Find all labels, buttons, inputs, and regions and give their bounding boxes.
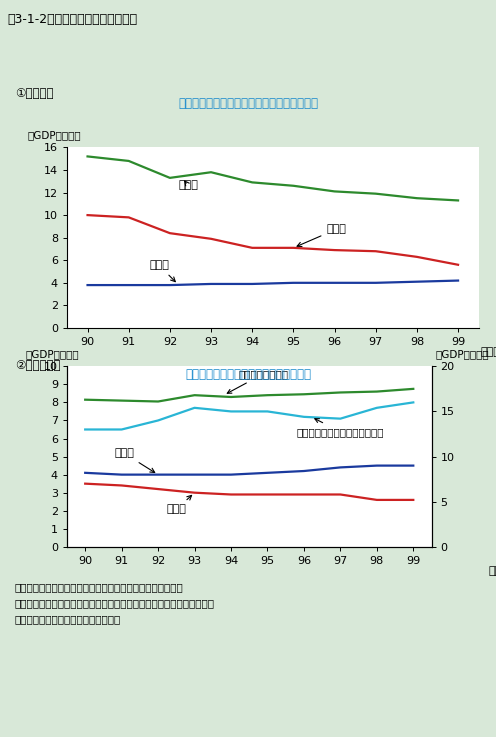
Text: ①国の収入: ①国の収入 bbox=[15, 87, 54, 100]
Text: 国庫金支出等を含む。: 国庫金支出等を含む。 bbox=[15, 615, 121, 625]
Text: ２．　国等からの移転収入は、地方交付税以外に、補助金、: ２． 国等からの移転収入は、地方交付税以外に、補助金、 bbox=[15, 598, 215, 609]
Text: （GDP比、％）: （GDP比、％） bbox=[435, 349, 489, 359]
Text: 間接税: 間接税 bbox=[149, 260, 175, 282]
Text: 直接税の落ち込みを地方交付税がカバー: 直接税の落ち込みを地方交付税がカバー bbox=[185, 368, 311, 382]
Text: （GDP比、％）: （GDP比、％） bbox=[28, 130, 81, 140]
Text: （GDP比、％）: （GDP比、％） bbox=[25, 349, 79, 359]
Text: 地方交付税等の国等からの移転: 地方交付税等の国等からの移転 bbox=[297, 419, 384, 437]
Text: 直接税: 直接税 bbox=[166, 495, 191, 514]
Text: ②地方の収入: ②地方の収入 bbox=[15, 359, 61, 372]
Text: 直接税: 直接税 bbox=[297, 224, 346, 246]
Text: 収入計: 収入計 bbox=[178, 181, 198, 190]
Text: 大幅に減少する直接税（法人税、所得税等）: 大幅に減少する直接税（法人税、所得税等） bbox=[178, 97, 318, 110]
Text: （年度）: （年度） bbox=[481, 347, 496, 357]
Text: （年度）: （年度） bbox=[488, 566, 496, 576]
Text: （備考）　１．　内閣府「国民経済計算年報」により作成。: （備考） １． 内閣府「国民経済計算年報」により作成。 bbox=[15, 582, 184, 593]
Text: 竄3-1-2図　国と地方の収入の内訳: 竄3-1-2図 国と地方の収入の内訳 bbox=[7, 13, 137, 27]
Text: 収入計（右目盛）: 収入計（右目盛） bbox=[227, 369, 288, 394]
Text: 間接税: 間接税 bbox=[115, 448, 155, 472]
